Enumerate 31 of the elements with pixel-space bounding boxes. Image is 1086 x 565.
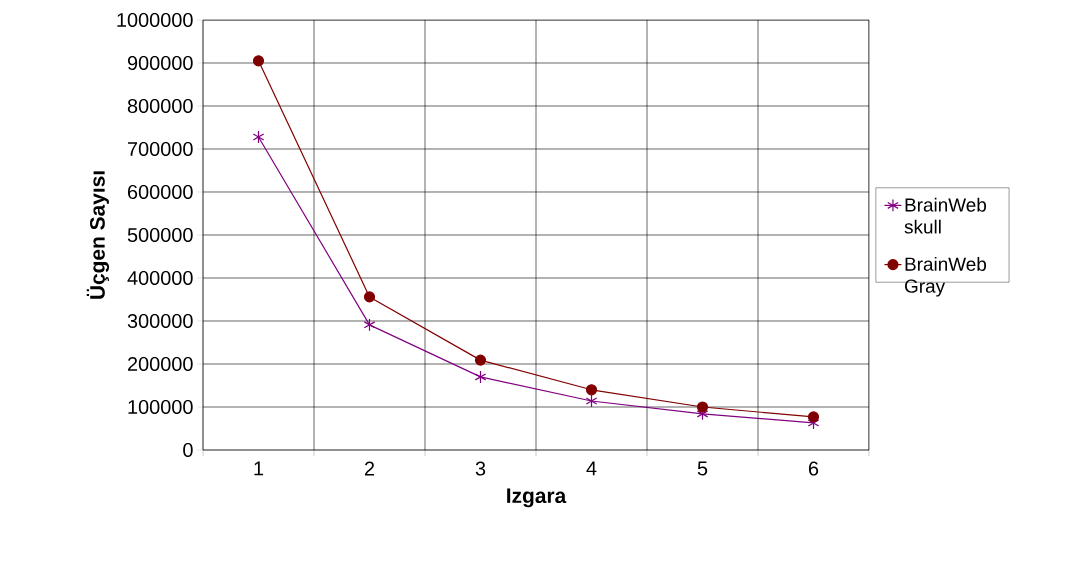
y-tick-label: 200000 bbox=[127, 356, 193, 372]
point bbox=[807, 411, 820, 423]
x-tick-label: 2 bbox=[364, 461, 375, 476]
y-tick-label: 600000 bbox=[128, 184, 193, 200]
x-tick-label: 4 bbox=[586, 461, 597, 476]
y-tick-label: 100000 bbox=[128, 399, 193, 415]
point bbox=[363, 318, 376, 332]
x-tick-label: 1 bbox=[254, 461, 264, 476]
point bbox=[474, 370, 487, 384]
x-tick-label: 3 bbox=[475, 461, 486, 476]
y-tick-label: 0 bbox=[183, 442, 193, 458]
point bbox=[585, 384, 598, 396]
point bbox=[252, 130, 265, 144]
x-tick-label: 6 bbox=[808, 461, 819, 476]
legend-label: BrainWeb skull bbox=[904, 197, 987, 234]
legend-label: BrainWeb Gray bbox=[905, 256, 987, 297]
point bbox=[474, 354, 487, 366]
y-tick-label: 400000 bbox=[127, 270, 193, 286]
y-tick-label: 800000 bbox=[127, 98, 193, 114]
y-tick-label: 900000 bbox=[127, 55, 193, 71]
x-tick-label: 5 bbox=[697, 461, 708, 476]
y-tick-label: 1000000 bbox=[117, 12, 193, 28]
y-tick-label: 500000 bbox=[127, 227, 193, 243]
x-axis-title: Izgara bbox=[507, 488, 567, 508]
point bbox=[585, 394, 598, 408]
y-tick-label: 700000 bbox=[128, 141, 193, 157]
y-tick-label: 300000 bbox=[127, 313, 193, 329]
point bbox=[363, 291, 376, 303]
point bbox=[696, 401, 709, 413]
point bbox=[252, 55, 265, 67]
y-axis-title: Üçgen Sayısı bbox=[86, 171, 110, 299]
